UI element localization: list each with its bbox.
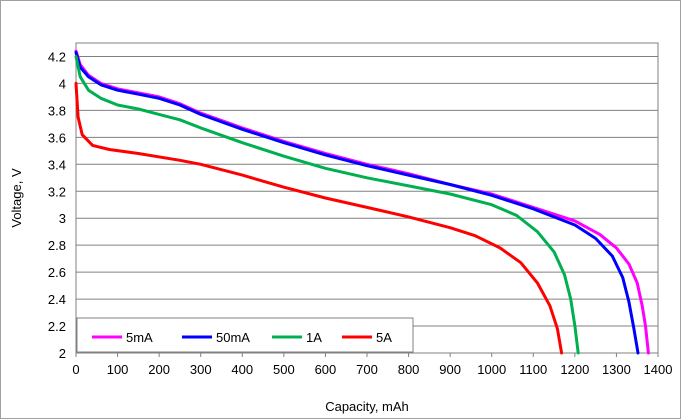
y-tick-label: 3.8 xyxy=(48,103,66,118)
y-tick-labels: 2 2.2 2.4 2.6 2.8 3 3.2 3.4 3.6 3.8 4 4.2 xyxy=(48,49,66,361)
legend-label: 1A xyxy=(306,330,322,345)
x-tick-label: 1400 xyxy=(644,362,673,377)
y-tick-label: 3.2 xyxy=(48,184,66,199)
y-tick-label: 2.6 xyxy=(48,265,66,280)
legend-label: 50mA xyxy=(216,330,250,345)
series-layer xyxy=(74,49,650,355)
series-line-1a xyxy=(74,55,580,355)
y-tick-label: 3 xyxy=(59,211,66,226)
x-tick-label: 800 xyxy=(398,362,420,377)
x-tick-label: 1100 xyxy=(519,362,547,377)
x-tick-label: 700 xyxy=(356,362,378,377)
y-tick-label: 2.2 xyxy=(48,319,66,334)
x-tick-label: 600 xyxy=(315,362,337,377)
y-axis-label: Voltage, V xyxy=(9,168,24,228)
x-tick-labels: 0 100 200 300 400 500 600 700 800 900 1000 1100 1200… xyxy=(72,362,672,377)
x-tick-label: 1300 xyxy=(602,362,631,377)
x-tick-label: 900 xyxy=(439,362,461,377)
x-tick-label: 200 xyxy=(148,362,170,377)
legend-label: 5A xyxy=(376,330,392,345)
legend-box xyxy=(76,317,414,353)
plot-area xyxy=(75,42,659,354)
y-tick-label: 2 xyxy=(59,346,66,361)
x-tick-label: 300 xyxy=(190,362,212,377)
y-tick-label: 3.6 xyxy=(48,130,66,145)
y-tick-label: 4.2 xyxy=(48,49,66,64)
series-line-50ma xyxy=(74,50,640,355)
x-tick-label: 100 xyxy=(107,362,129,377)
x-tick-label: 500 xyxy=(273,362,295,377)
x-tick-label: 400 xyxy=(231,362,253,377)
legend: 5mA 50mA 1A 5A xyxy=(76,317,414,353)
x-tick-label: 1000 xyxy=(477,362,506,377)
y-tick-label: 2.4 xyxy=(48,292,66,307)
y-tick-label: 2.8 xyxy=(48,238,66,253)
y-tick-label: 4 xyxy=(59,76,66,91)
x-tick-label: 1200 xyxy=(560,362,589,377)
x-tick-label: 0 xyxy=(72,362,79,377)
grid-lines xyxy=(75,55,659,357)
x-axis-label: Capacity, mAh xyxy=(325,399,409,414)
legend-label: 5mA xyxy=(126,330,153,345)
series-line-5a xyxy=(74,81,564,355)
y-tick-label: 3.4 xyxy=(48,157,66,172)
